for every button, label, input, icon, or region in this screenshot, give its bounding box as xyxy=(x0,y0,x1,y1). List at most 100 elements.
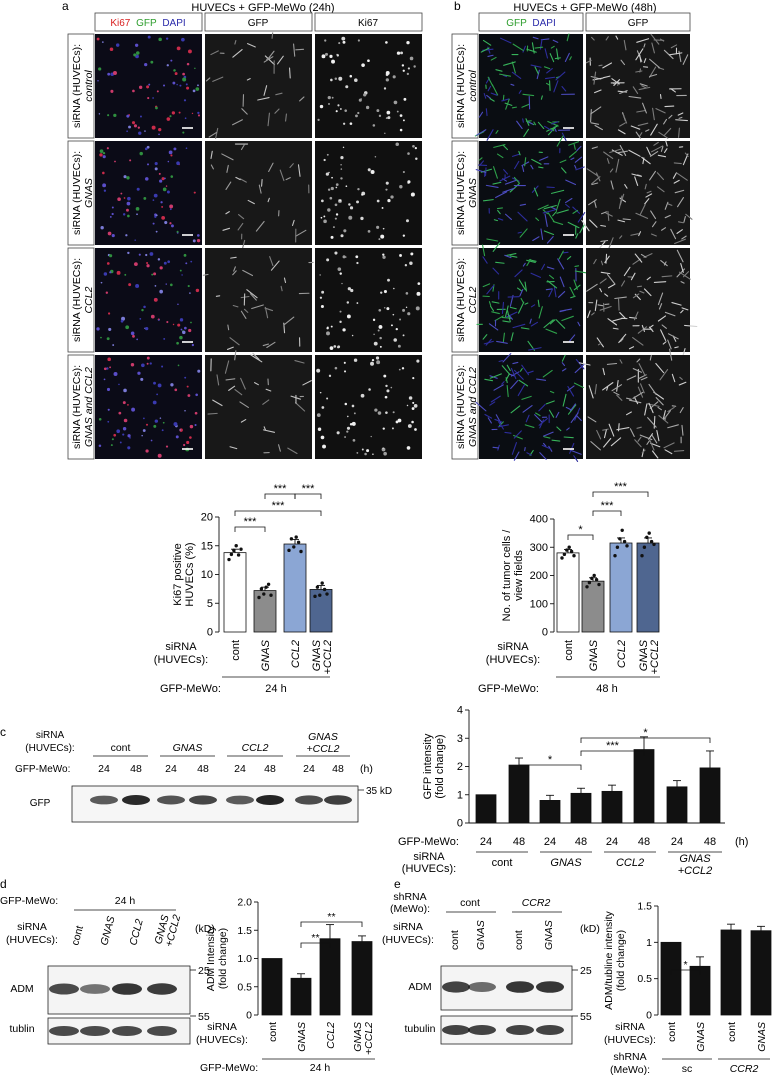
cell-mark xyxy=(344,109,348,112)
cell-mark xyxy=(475,169,487,174)
gfp-label-b: GFP xyxy=(506,18,527,29)
row-label-box xyxy=(451,33,479,139)
cell-mark xyxy=(106,367,109,370)
cell-mark xyxy=(586,168,599,177)
cell-mark xyxy=(521,103,531,108)
cell-mark xyxy=(529,318,532,324)
cell-mark xyxy=(409,261,413,265)
cell-mark xyxy=(499,73,511,77)
cell-mark xyxy=(126,201,131,206)
cell-mark xyxy=(522,45,526,53)
cell-mark xyxy=(658,303,663,310)
cell-mark xyxy=(205,77,211,82)
cell-mark xyxy=(555,198,561,212)
cell-mark xyxy=(594,384,597,395)
cell-mark xyxy=(632,391,644,399)
cell-mark xyxy=(407,180,411,184)
cell-mark xyxy=(263,85,268,96)
cell-mark xyxy=(196,234,200,237)
cell-mark xyxy=(565,179,577,186)
cell-mark xyxy=(234,39,237,45)
cell-mark xyxy=(158,133,160,136)
cell-mark xyxy=(322,444,326,449)
cell-mark xyxy=(628,149,641,157)
data-point xyxy=(642,545,647,549)
cell-mark xyxy=(521,395,532,400)
cell-mark xyxy=(402,170,405,174)
chart-d-x-label: CCL2 xyxy=(325,1022,337,1049)
row-label-box xyxy=(451,354,479,460)
cell-mark xyxy=(522,262,526,267)
cell-mark xyxy=(501,301,505,314)
cell-mark xyxy=(663,49,674,60)
micrograph-gfp xyxy=(586,248,690,352)
cell-mark xyxy=(409,56,414,61)
cell-mark xyxy=(397,344,401,348)
cell-mark xyxy=(550,45,555,49)
cell-mark xyxy=(505,377,508,384)
cell-mark xyxy=(642,102,647,114)
cell-mark xyxy=(169,208,172,211)
cell-mark xyxy=(229,337,240,346)
cell-mark xyxy=(127,214,130,218)
cell-mark xyxy=(489,98,495,102)
cell-mark xyxy=(158,128,162,132)
blot-band xyxy=(506,1025,534,1035)
cell-mark xyxy=(509,255,518,258)
cell-mark xyxy=(155,106,158,110)
cell-mark xyxy=(628,95,642,99)
cell-mark xyxy=(491,84,499,96)
cell-mark xyxy=(360,216,364,221)
cell-mark xyxy=(586,283,598,292)
cell-mark xyxy=(639,54,642,63)
cell-mark xyxy=(574,156,583,163)
cell-mark xyxy=(514,269,523,278)
cell-mark xyxy=(520,297,524,303)
x-tick-label: GNAS+CCL2 xyxy=(638,639,661,674)
cell-mark xyxy=(135,283,140,288)
cell-mark xyxy=(664,148,668,153)
cell-mark xyxy=(173,69,176,72)
cell-mark xyxy=(600,260,604,266)
chart-e-group-label: CCR2 xyxy=(730,1063,759,1075)
cell-mark xyxy=(302,380,312,386)
cell-mark xyxy=(532,236,540,242)
bar xyxy=(351,941,373,1016)
cell-mark xyxy=(189,292,191,294)
cell-mark xyxy=(330,186,334,191)
significance-bracket xyxy=(300,942,331,948)
blot-band xyxy=(226,795,254,805)
cell-mark xyxy=(133,262,138,267)
cell-mark xyxy=(184,326,187,330)
cell-mark xyxy=(98,67,102,71)
cell-mark xyxy=(576,145,582,152)
cell-mark xyxy=(338,42,341,45)
significance-label: *** xyxy=(272,500,286,512)
row-label-box xyxy=(67,247,95,353)
cell-mark xyxy=(357,39,360,42)
cell-mark xyxy=(512,323,526,329)
cell-mark xyxy=(406,40,410,45)
cell-mark xyxy=(210,150,213,159)
cell-mark xyxy=(207,412,218,415)
cell-mark xyxy=(682,54,689,65)
cell-mark xyxy=(109,215,112,218)
cell-mark xyxy=(376,199,380,203)
data-point xyxy=(322,587,327,592)
cell-mark xyxy=(191,112,194,115)
cell-mark xyxy=(511,153,520,157)
cell-mark xyxy=(413,403,418,408)
cell-mark xyxy=(139,317,142,320)
cell-mark xyxy=(326,397,329,400)
cell-mark xyxy=(534,414,543,424)
blot-c-time-label: 24 xyxy=(165,763,177,775)
blot-band xyxy=(112,983,142,995)
cell-mark xyxy=(537,121,545,130)
cell-mark xyxy=(110,444,113,447)
cell-mark xyxy=(634,293,641,301)
bar xyxy=(609,542,633,633)
cell-mark xyxy=(268,162,274,173)
cell-mark xyxy=(117,197,121,202)
